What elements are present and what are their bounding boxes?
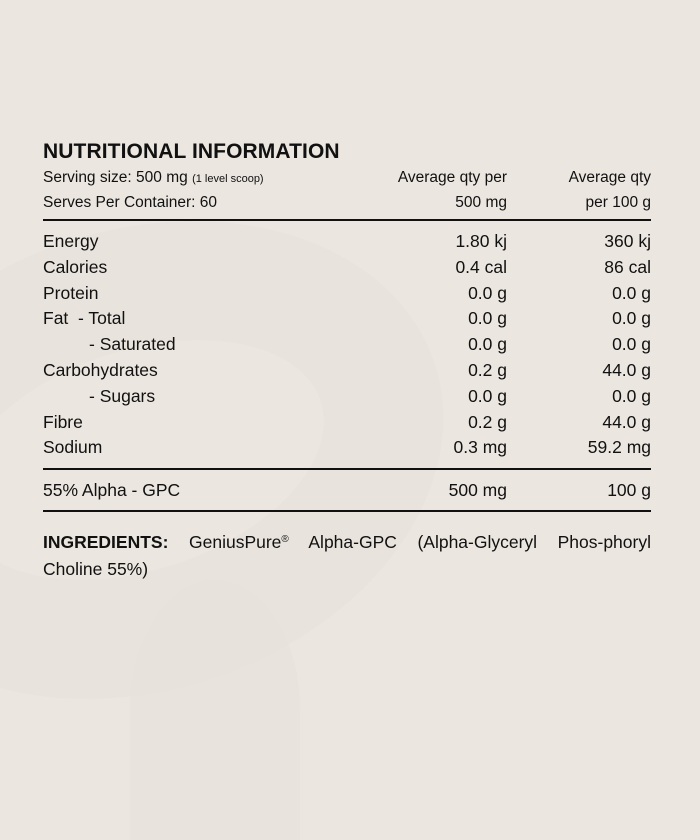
nutrient-row-saturated: - Saturated 0.0 g 0.0 g: [43, 332, 651, 358]
nutrient-per-serving: 0.0 g: [468, 334, 507, 355]
registered-trademark-icon: ®: [281, 534, 289, 546]
nutrient-name: Fibre: [43, 411, 83, 432]
nutrient-row-fat-total: Fat - Total 0.0 g 0.0 g: [43, 306, 651, 332]
nutrient-row-energy: Energy 1.80 kj 360 kj: [43, 229, 651, 255]
header-row-2: Serves Per Container: 60 500 mg per 100 …: [43, 191, 651, 214]
panel-title: NUTRITIONAL INFORMATION: [43, 140, 340, 163]
nutrient-name: Energy: [43, 231, 99, 251]
nutrient-per-100g: 0.0 g: [612, 334, 651, 355]
nutrient-table: Energy 1.80 kj 360 kj Calories 0.4 cal 8…: [43, 221, 651, 468]
nutrient-per-serving: 1.80 kj: [455, 231, 507, 251]
ingredients-text: Alpha-GPC (Alpha-Glyceryl Phos-phoryl Ch…: [43, 532, 651, 580]
nutrient-name: Protein: [43, 282, 99, 303]
nutrient-per-100g: 59.2 mg: [587, 437, 651, 458]
background-watermark-shape-lower: [130, 580, 300, 840]
col-header-per-100g-line2: per 100 g: [585, 194, 652, 211]
nutrient-per-serving: 0.0 g: [468, 385, 507, 406]
active-ingredient-name: 55% Alpha - GPC: [43, 480, 181, 501]
serving-size-note: (1 level scoop): [192, 173, 264, 185]
divider-active: [43, 510, 651, 513]
nutrient-row-carbohydrates: Carbohydrates 0.2 g 44.0 g: [43, 358, 651, 384]
serves-per-container: Serves Per Container: 60: [43, 194, 218, 211]
active-ingredient-per-100g: 100 g: [607, 480, 651, 501]
serving-size-label: Serving size: 500 mg: [43, 169, 188, 186]
active-ingredient-per-serving: 500 mg: [448, 480, 507, 501]
nutrient-row-protein: Protein 0.0 g 0.0 g: [43, 281, 651, 307]
nutrient-name: - Saturated: [89, 334, 176, 355]
nutrient-name: - Sugars: [89, 385, 156, 406]
divider-header: [43, 219, 651, 221]
ingredients-statement: INGREDIENTS: GeniusPure® Alpha-GPC (Alph…: [43, 529, 651, 583]
nutrient-row-calories: Calories 0.4 cal 86 cal: [43, 255, 651, 281]
nutrient-per-100g: 44.0 g: [602, 359, 651, 380]
nutrient-per-100g: 360 kj: [604, 231, 651, 251]
nutrient-per-100g: 0.0 g: [612, 308, 651, 329]
active-ingredient-row: 55% Alpha - GPC 500 mg 100 g: [43, 470, 651, 510]
col-header-per-serving-line1: Average qty per: [397, 169, 507, 186]
nutrient-row-fibre: Fibre 0.2 g 44.0 g: [43, 410, 651, 436]
nutrient-per-100g: 0.0 g: [612, 385, 651, 406]
nutrition-panel: NUTRITIONAL INFORMATION Serving size: 50…: [43, 138, 651, 583]
nutrient-per-serving: 0.3 mg: [453, 437, 508, 458]
nutrient-name: Fat - Total: [43, 308, 126, 329]
nutrient-per-100g: 0.0 g: [612, 282, 651, 303]
col-header-per-100g-line1: Average qty: [568, 169, 651, 186]
nutrient-row-sugars: - Sugars 0.0 g 0.0 g: [43, 384, 651, 410]
ingredients-label: INGREDIENTS:: [43, 532, 169, 553]
nutrient-per-serving: 0.0 g: [468, 282, 507, 303]
ingredients-brand: GeniusPure: [189, 532, 282, 553]
nutrient-name: Calories: [43, 256, 108, 277]
nutrient-per-serving: 0.0 g: [468, 308, 507, 329]
nutrient-row-sodium: Sodium 0.3 mg 59.2 mg: [43, 435, 651, 461]
nutrient-per-serving: 0.4 cal: [455, 256, 507, 277]
nutrient-name: Carbohydrates: [43, 359, 158, 380]
header-row-1: Serving size: 500 mg (1 level scoop) Ave…: [43, 166, 651, 191]
nutrient-name: Sodium: [43, 437, 103, 458]
col-header-per-serving-line2: 500 mg: [455, 194, 507, 211]
nutrient-per-serving: 0.2 g: [468, 411, 507, 432]
nutrient-per-serving: 0.2 g: [468, 359, 507, 380]
divider-nutrients: [43, 468, 651, 471]
serving-size: Serving size: 500 mg (1 level scoop): [43, 166, 307, 191]
nutrient-per-100g: 44.0 g: [602, 411, 651, 432]
nutrient-per-100g: 86 cal: [604, 256, 651, 277]
